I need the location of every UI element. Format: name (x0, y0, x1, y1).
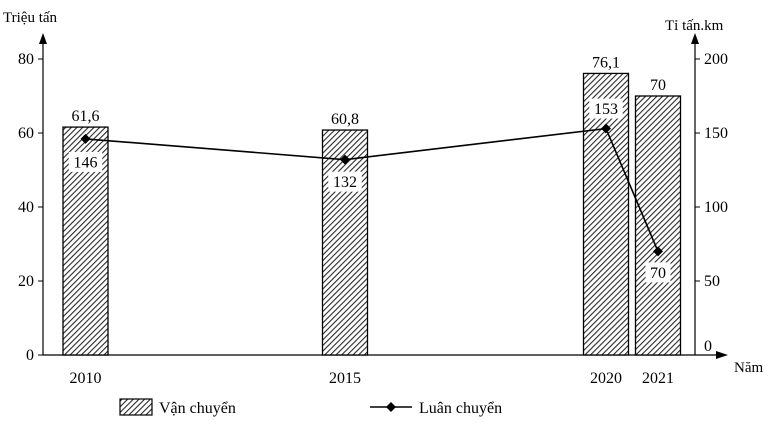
line-label-box (68, 151, 103, 172)
line-point (80, 133, 91, 144)
right-tick-label: 50 (704, 273, 720, 290)
right-tick-label: 150 (704, 125, 728, 142)
line-value-label: 153 (594, 101, 618, 118)
line-label-box (328, 171, 362, 192)
line-luan-chuyen (85, 127, 659, 252)
legend-swatch-van-chuyen (119, 398, 153, 416)
line-label-box (589, 98, 623, 119)
right-tick-label: 100 (704, 199, 728, 216)
x-tick-label: 2010 (70, 370, 102, 387)
legend-marker-luan-chuyen (386, 402, 396, 412)
left-axis-arrow (39, 33, 47, 44)
bar-value-label: 70 (650, 77, 666, 94)
right-tick-label: 200 (704, 51, 728, 68)
left-tick-label: 0 (26, 347, 34, 364)
x-tick-label: 2015 (329, 370, 361, 387)
line-value-label: 70 (650, 265, 666, 282)
x-tick-label: 2021 (642, 370, 674, 387)
x-axis-arrow (716, 351, 728, 359)
bar-value-label: 61,6 (72, 108, 100, 125)
bar-van-chuyen (634, 95, 682, 356)
bar-van-chuyen (321, 129, 369, 356)
line-label-box (645, 262, 671, 283)
right-tick-label: 0 (704, 338, 712, 355)
y-left-label: Triệu tấn (3, 10, 58, 26)
line-point (601, 123, 611, 134)
x-axis-label: Năm (734, 360, 763, 376)
line-value-label: 132 (333, 174, 357, 191)
left-tick-label: 80 (18, 51, 34, 68)
right-axis-arrow (691, 33, 699, 44)
bar-van-chuyen (582, 72, 630, 356)
line-point (340, 154, 350, 165)
x-tick-label: 2020 (590, 370, 622, 387)
left-tick-label: 40 (18, 199, 34, 216)
left-tick-label: 20 (18, 273, 34, 290)
bar-value-label: 60,8 (331, 111, 359, 128)
line-point (653, 246, 663, 257)
legend-label-van-chuyen: Vận chuyển (159, 400, 236, 417)
y-right-label: Tỉ tấn.km (665, 18, 724, 34)
line-value-label: 146 (74, 154, 98, 171)
left-tick-label: 60 (18, 125, 34, 142)
bar-value-label: 76,1 (592, 54, 620, 71)
legend-label-luan-chuyen: Luân chuyển (419, 400, 502, 417)
